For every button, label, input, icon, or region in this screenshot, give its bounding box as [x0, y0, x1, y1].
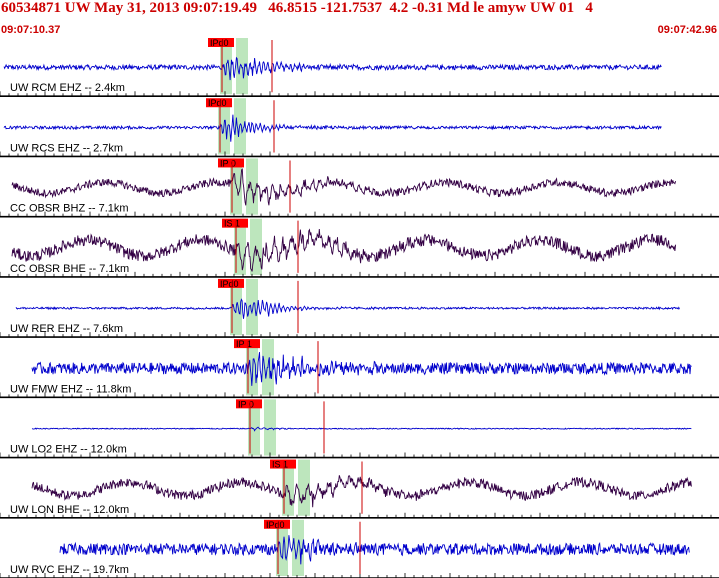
trace-label: CC OBSR BHZ -- 7.1km — [10, 203, 129, 215]
event-title: 60534871 UW May 31, 2013 09:07:19.49 46.… — [1, 0, 593, 16]
waveform-trace — [3, 56, 662, 81]
pick-marker[interactable] — [218, 278, 244, 288]
phase-window-band — [298, 459, 310, 516]
waveform-trace — [11, 168, 677, 206]
pick-marker[interactable] — [222, 218, 248, 228]
trace-label: UW RVC EHZ -- 19.7km — [10, 564, 129, 576]
trace-label: UW FMW EHZ -- 11.8km — [10, 383, 131, 395]
pick-label: IP 0 — [220, 158, 236, 168]
phase-window-band — [276, 519, 288, 576]
phase-window-band — [264, 399, 276, 456]
pick-label: IPd0 — [210, 38, 229, 48]
trace-dividers — [0, 91, 719, 578]
pick-marker[interactable] — [236, 399, 262, 409]
trace-label: UW LON BHE -- 12.0km — [10, 504, 129, 516]
pick-marker[interactable] — [218, 158, 244, 168]
pick-label: IS 1 — [224, 219, 240, 229]
trace-label: UW RCM EHZ -- 2.4km — [10, 82, 125, 94]
phase-picks: IPd0 IPd0 IP 0 IS 1 IPd0 IP 1 IP 0 IS 1 IPd0 — [206, 38, 363, 574]
phase-window-band — [246, 339, 258, 396]
trace-waveforms — [3, 56, 692, 565]
waveform-trace — [31, 352, 692, 386]
pick-label: IPd0 — [266, 520, 285, 530]
waveform-trace — [31, 426, 692, 432]
pick-marker[interactable] — [264, 519, 290, 529]
pick-marker[interactable] — [206, 98, 232, 108]
trace-labels: UW RCM EHZ -- 2.4km UW RCS EHZ -- 2.7km CC… — [10, 82, 131, 576]
pick-marker[interactable] — [270, 459, 296, 469]
waveform-trace — [15, 298, 680, 319]
seismogram-panel[interactable]: IPd0 IPd0 IP 0 IS 1 IPd0 IP 1 IP 0 IS 1 IPd0 UW … — [0, 36, 719, 578]
end-time-label: 09:07:42.96 — [657, 24, 717, 36]
pick-label: IP 0 — [238, 399, 254, 409]
pick-label: IPd0 — [220, 279, 239, 289]
phase-window-band — [246, 158, 258, 215]
event-header: 60534871 UW May 31, 2013 09:07:19.49 46.… — [0, 0, 719, 36]
phase-window-band — [236, 38, 248, 95]
waveform-trace — [59, 535, 690, 565]
trace-label: UW RCS EHZ -- 2.7km — [10, 142, 123, 154]
trace-label: CC OBSR BHE -- 7.1km — [10, 263, 129, 275]
waveform-trace — [11, 228, 677, 272]
start-time-label: 09:07:10.37 — [1, 24, 61, 36]
pick-label: IPd0 — [208, 98, 227, 108]
pick-label: IP 1 — [236, 339, 252, 349]
pick-marker[interactable] — [208, 38, 234, 47]
waveform-trace — [3, 114, 662, 142]
pick-label: IS 1 — [272, 460, 288, 470]
pick-marker[interactable] — [234, 339, 260, 349]
phase-window-band — [246, 278, 258, 336]
phase-window-band — [248, 399, 260, 456]
phase-window-band — [234, 218, 246, 275]
trace-label: UW RER EHZ -- 7.6km — [10, 323, 123, 335]
trace-label: UW LO2 EHZ -- 12.0km — [10, 444, 127, 456]
